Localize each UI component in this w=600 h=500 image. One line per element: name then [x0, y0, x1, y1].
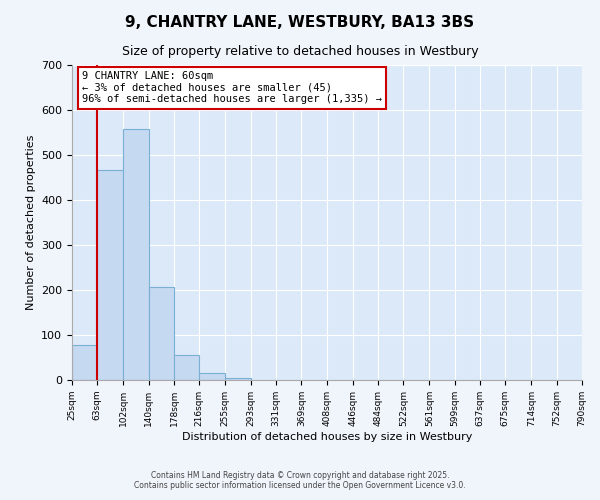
- Bar: [124, 129, 149, 380]
- Y-axis label: Number of detached properties: Number of detached properties: [26, 135, 35, 310]
- Text: Size of property relative to detached houses in Westbury: Size of property relative to detached ho…: [122, 45, 478, 58]
- Bar: [226, 378, 251, 380]
- Text: Contains HM Land Registry data © Crown copyright and database right 2025.
Contai: Contains HM Land Registry data © Crown c…: [134, 470, 466, 490]
- Bar: [97, 170, 124, 380]
- Bar: [149, 287, 174, 380]
- Text: 9 CHANTRY LANE: 60sqm
← 3% of detached houses are smaller (45)
96% of semi-detac: 9 CHANTRY LANE: 60sqm ← 3% of detached h…: [82, 72, 382, 104]
- Bar: [174, 355, 199, 380]
- Bar: [199, 373, 226, 380]
- X-axis label: Distribution of detached houses by size in Westbury: Distribution of detached houses by size …: [182, 432, 472, 442]
- Bar: [72, 345, 97, 380]
- Text: 9, CHANTRY LANE, WESTBURY, BA13 3BS: 9, CHANTRY LANE, WESTBURY, BA13 3BS: [125, 15, 475, 30]
